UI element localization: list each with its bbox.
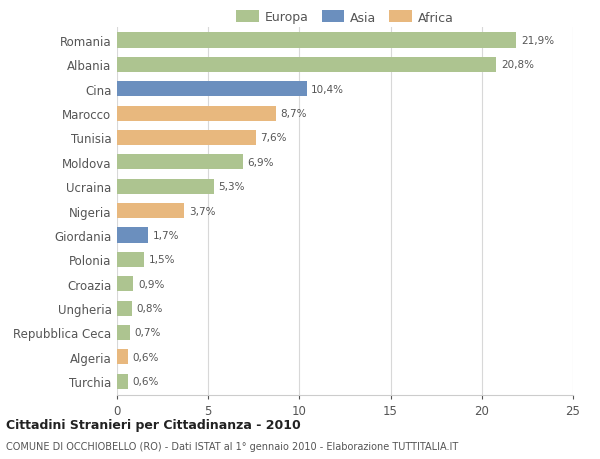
- Bar: [117, 179, 214, 194]
- Text: 6,9%: 6,9%: [247, 157, 274, 168]
- Text: 1,7%: 1,7%: [152, 230, 179, 241]
- Bar: [117, 82, 307, 97]
- Legend: Europa, Asia, Africa: Europa, Asia, Africa: [232, 6, 458, 29]
- Bar: [117, 155, 243, 170]
- Bar: [117, 301, 131, 316]
- Text: 7,6%: 7,6%: [260, 133, 287, 143]
- Text: 10,4%: 10,4%: [311, 84, 344, 95]
- Text: 3,7%: 3,7%: [189, 206, 215, 216]
- Text: 1,5%: 1,5%: [149, 255, 175, 265]
- Bar: [117, 277, 133, 291]
- Bar: [117, 228, 148, 243]
- Text: 0,6%: 0,6%: [133, 352, 159, 362]
- Text: 21,9%: 21,9%: [521, 36, 554, 46]
- Bar: [117, 325, 130, 340]
- Bar: [117, 131, 256, 146]
- Bar: [117, 374, 128, 389]
- Bar: [117, 349, 128, 364]
- Bar: [117, 252, 145, 267]
- Text: Cittadini Stranieri per Cittadinanza - 2010: Cittadini Stranieri per Cittadinanza - 2…: [6, 418, 301, 431]
- Text: 20,8%: 20,8%: [501, 60, 534, 70]
- Text: 0,9%: 0,9%: [138, 279, 164, 289]
- Bar: [117, 58, 496, 73]
- Bar: [117, 204, 184, 218]
- Bar: [117, 34, 517, 49]
- Text: 0,8%: 0,8%: [136, 303, 163, 313]
- Bar: [117, 106, 275, 122]
- Text: COMUNE DI OCCHIOBELLO (RO) - Dati ISTAT al 1° gennaio 2010 - Elaborazione TUTTIT: COMUNE DI OCCHIOBELLO (RO) - Dati ISTAT …: [6, 441, 458, 451]
- Text: 0,7%: 0,7%: [134, 328, 161, 338]
- Text: 8,7%: 8,7%: [280, 109, 307, 119]
- Text: 5,3%: 5,3%: [218, 182, 245, 192]
- Text: 0,6%: 0,6%: [133, 376, 159, 386]
